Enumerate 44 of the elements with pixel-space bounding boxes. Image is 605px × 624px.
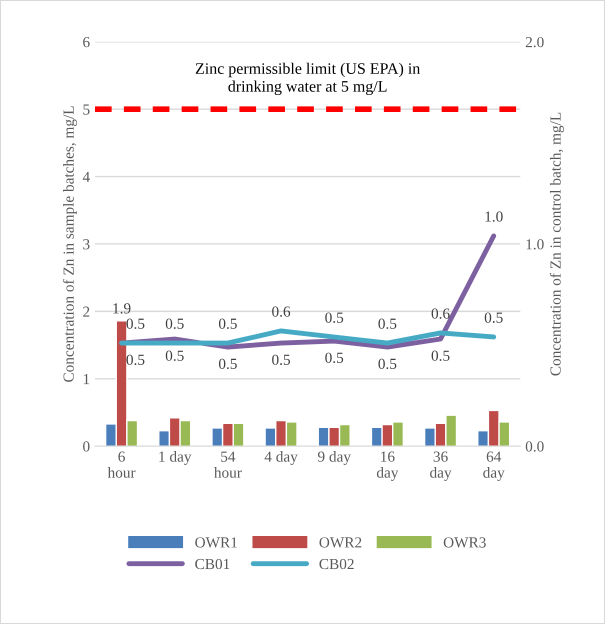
data-label: 0.5: [325, 312, 344, 323]
legend-label: CB02: [319, 558, 354, 570]
data-label: 0.5: [432, 350, 450, 361]
data-label: 0.5: [166, 350, 184, 361]
x-tick-label: 4 day: [264, 451, 298, 465]
data-label: 0.5: [166, 318, 184, 329]
data-label: 0.6: [432, 308, 450, 319]
y2-tick-label: 1.0: [526, 239, 544, 250]
y-tick-label: 5: [83, 104, 90, 115]
y-tick-label: 3: [83, 239, 90, 250]
y-tick-label: 1: [84, 374, 90, 384]
y2-tick-label: 0.0: [526, 441, 544, 452]
data-label: 0.5: [272, 354, 290, 365]
data-label: 0.5: [378, 358, 396, 370]
x-tick-label: 54 hour: [214, 452, 242, 478]
y-tick-label: 0: [83, 441, 90, 452]
ref-line-label: Zinc permissible limit (US EPA) in drinking water at 5 mg/L: [196, 62, 420, 96]
data-label: 0.5: [126, 318, 144, 329]
data-label: 0.5: [378, 318, 396, 329]
y-tick-label: 4: [82, 172, 90, 182]
data-label: 1.0: [486, 211, 503, 222]
data-label: 0.5: [484, 312, 503, 323]
x-tick-label: 9 day: [318, 451, 351, 465]
legend-label: OWR2: [319, 537, 362, 548]
legend-label: OWR1: [195, 537, 237, 548]
data-label: 0.5: [126, 354, 144, 365]
y-tick-label: 6: [83, 36, 90, 48]
data-label: 1.9: [113, 303, 130, 314]
x-tick-label: 6 hour: [108, 452, 136, 478]
legend-label: OWR3: [444, 537, 486, 548]
y-tick-label: 2: [83, 306, 90, 317]
x-tick-label: 36 day: [430, 452, 452, 481]
line-series: [119, 328, 496, 346]
data-label: 0.5: [218, 358, 237, 370]
data-label: 0.5: [325, 352, 344, 363]
y2-axis-title: Concentration of Zn in control batch, mg/L: [550, 112, 564, 376]
x-tick-label: 16 day: [376, 452, 398, 481]
data-label: 0.5: [218, 318, 237, 329]
y2-tick-label: 2.0: [526, 36, 544, 48]
x-tick-label: 1 day: [159, 451, 192, 465]
y-axis-title: Concentration of Zn in sample batches, mg/L: [62, 106, 77, 382]
legend-label: CB01: [195, 558, 230, 570]
data-label: 0.6: [272, 306, 290, 317]
x-tick-label: 64 day: [483, 452, 505, 481]
